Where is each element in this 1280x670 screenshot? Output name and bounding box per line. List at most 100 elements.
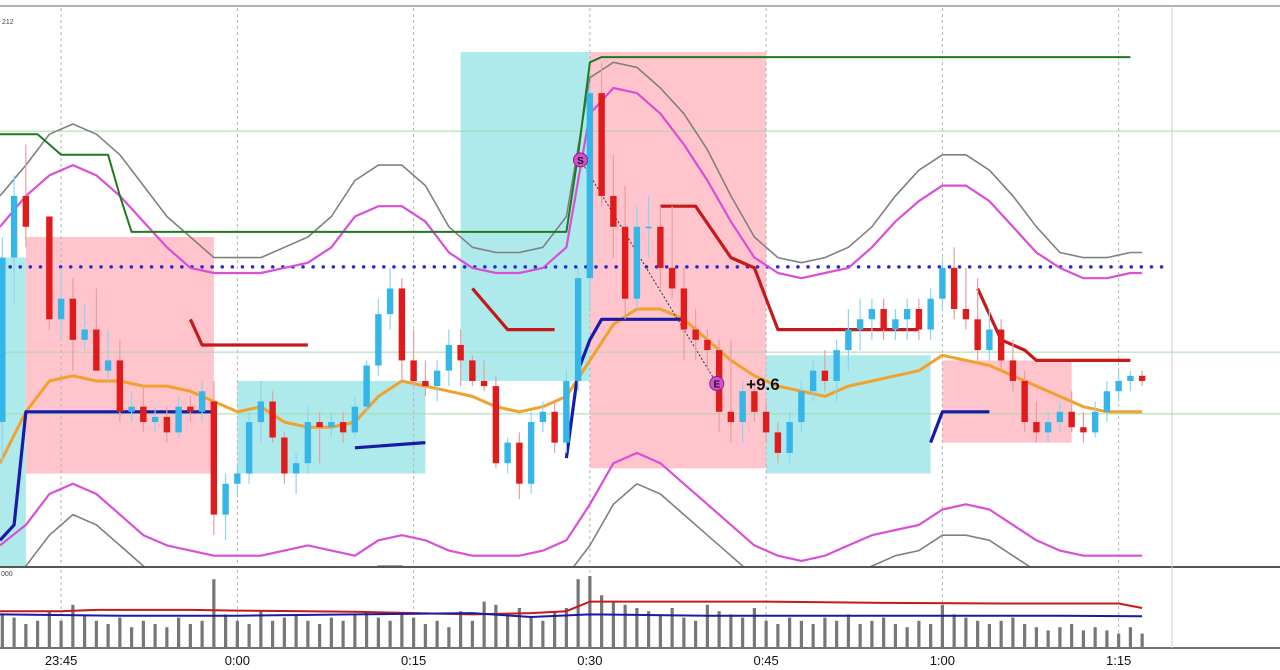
volume-bar — [447, 627, 451, 648]
candle-body — [903, 309, 911, 320]
volume-bar — [882, 617, 886, 648]
candle-body — [974, 319, 981, 351]
volume-bar — [846, 614, 850, 648]
candle-body — [81, 329, 88, 340]
marker-label: E — [713, 380, 720, 391]
volume-pane — [0, 570, 1144, 648]
volume-bar — [188, 624, 192, 648]
volume-bar — [1034, 627, 1038, 648]
volume-bar — [329, 617, 333, 648]
volume-bar — [365, 611, 369, 648]
candle-body — [1044, 422, 1052, 433]
volume-bar — [529, 617, 533, 648]
volume-bar — [1105, 630, 1109, 648]
volume-bar — [376, 617, 380, 648]
volume-bar — [741, 617, 745, 648]
candle-body — [1009, 360, 1017, 381]
candle-body — [480, 380, 488, 387]
volume-bar — [224, 614, 228, 648]
candle-body — [892, 319, 899, 330]
candle-body — [398, 288, 406, 361]
volume-bar — [459, 611, 463, 648]
candle-body — [586, 93, 594, 279]
candle-body — [410, 360, 417, 381]
candle-body — [151, 416, 159, 423]
candle-body — [269, 401, 276, 438]
volume-bar — [788, 617, 792, 648]
volume-bar — [106, 624, 110, 648]
candle-body — [868, 309, 876, 320]
candle-body — [915, 309, 923, 330]
volume-bar — [752, 608, 756, 648]
marker-s — [572, 152, 588, 168]
volume-bar — [412, 617, 416, 648]
candle-body — [422, 380, 429, 387]
volume-bar — [470, 620, 474, 648]
candle-body — [621, 226, 629, 299]
candle-body — [986, 329, 993, 351]
candle-body — [316, 422, 323, 428]
volume-bar — [235, 620, 239, 648]
stop-segment-7 — [976, 287, 1131, 362]
candle-body — [1091, 411, 1099, 433]
x-tick-label: 0:15 — [401, 653, 426, 668]
candle-body — [234, 473, 241, 484]
volume-bar — [318, 624, 322, 648]
candle-body — [140, 406, 147, 423]
volume-bar — [282, 617, 286, 648]
volume-bar — [271, 620, 275, 648]
candle-body — [1103, 391, 1111, 412]
candle-body — [375, 314, 382, 366]
volume-bar — [388, 620, 392, 648]
volume-bar — [0, 614, 4, 648]
volume-bar — [12, 617, 16, 648]
candle-body — [457, 344, 464, 361]
marker-label: S — [577, 156, 584, 167]
volume-bar — [165, 627, 169, 648]
zone-long-3 — [460, 52, 590, 381]
candle-body — [245, 422, 253, 474]
candle-body — [1033, 422, 1040, 433]
candle-body — [798, 391, 805, 423]
volume-bar — [341, 620, 345, 648]
candle-body — [1127, 375, 1134, 381]
volume-bar — [494, 604, 498, 648]
volume-bar — [870, 620, 874, 648]
candle-body — [69, 298, 77, 340]
marker-e — [709, 376, 725, 392]
candle-body — [116, 360, 124, 412]
candle-body — [386, 288, 394, 315]
volume-bar — [24, 624, 28, 648]
volume-bar — [858, 624, 862, 648]
volume-bar — [1070, 624, 1074, 648]
candle-body — [997, 329, 1005, 361]
candle-body — [304, 422, 312, 464]
volume-bar — [306, 620, 310, 648]
volume-bar — [153, 624, 157, 648]
candle-body — [10, 195, 18, 258]
volume-bar — [141, 620, 145, 648]
x-tick-label: 0:00 — [225, 653, 250, 668]
volume-bar — [823, 617, 827, 648]
volume-bar — [611, 601, 615, 648]
x-tick-label: 1:00 — [930, 653, 955, 668]
volume-bar — [764, 620, 768, 648]
candle-body — [46, 216, 53, 320]
candle-body — [175, 406, 182, 433]
volume-bar — [705, 604, 709, 648]
series-lower_outer_band — [24, 482, 1031, 566]
candle-body — [1115, 380, 1122, 392]
candle-body — [187, 406, 194, 412]
candle-body — [539, 411, 547, 423]
main-pane: S E +9.6 — [0, 8, 1280, 566]
candle-body — [704, 339, 711, 351]
volume-bar — [259, 611, 263, 648]
candle-body — [363, 365, 370, 407]
candle-body — [57, 298, 65, 320]
volume-bar — [36, 620, 40, 648]
candle-body — [668, 267, 676, 289]
candle-body — [516, 442, 523, 484]
candle-body — [222, 483, 229, 515]
x-tick-label: 23:45 — [45, 653, 78, 668]
